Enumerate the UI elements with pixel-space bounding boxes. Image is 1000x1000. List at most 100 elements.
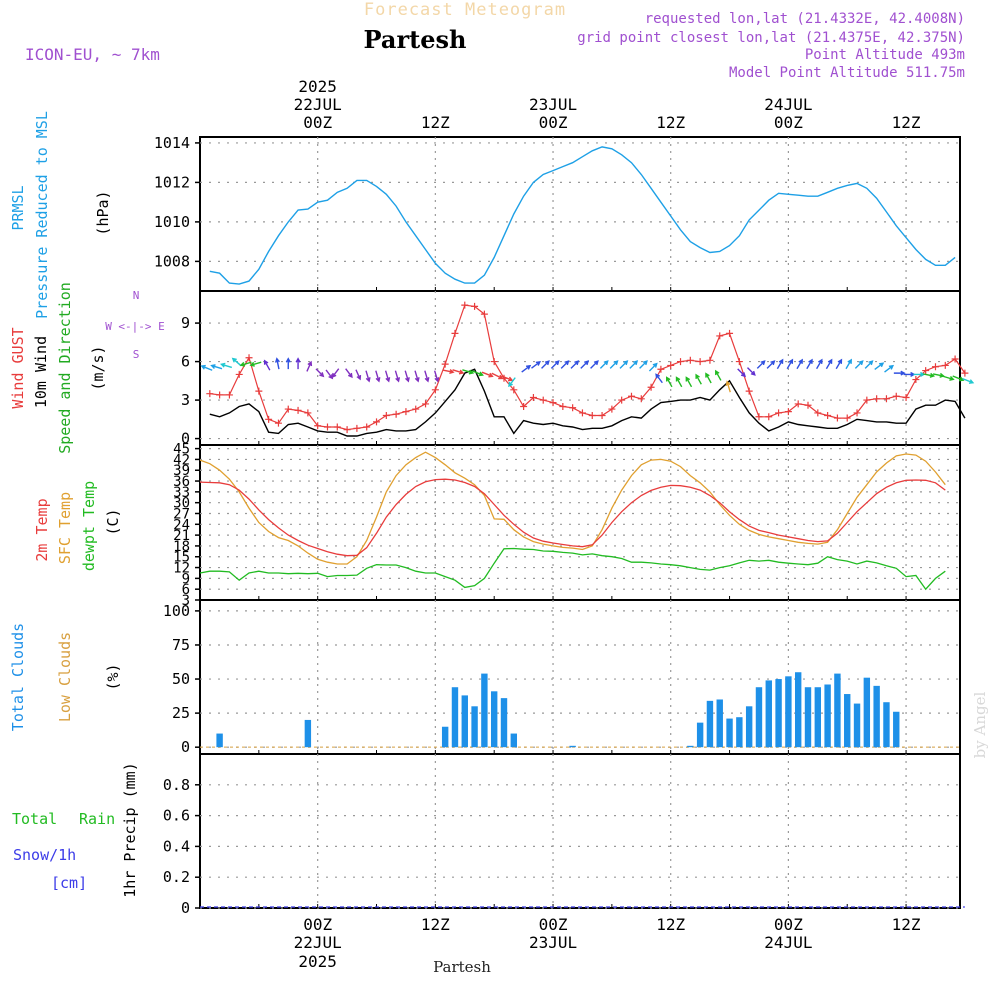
gust-marker (873, 395, 881, 403)
total-cloud-bar (804, 687, 812, 748)
clouds-ytick-label: 75 (172, 636, 190, 654)
clouds-ytick-label: 0 (181, 738, 190, 756)
gust-marker (471, 302, 479, 310)
gust-marker (480, 310, 488, 318)
gust-marker (373, 418, 381, 426)
wind-direction-arrow (737, 368, 746, 378)
gust-marker (716, 332, 724, 340)
bottom-hour-label: 12Z (892, 915, 921, 934)
gust-marker (951, 355, 959, 363)
top-day-label: 22JUL (294, 95, 342, 114)
wind-direction-arrow (874, 362, 885, 370)
temp-ytick-label: 18 (173, 539, 190, 555)
total-cloud-bar (873, 685, 880, 748)
precip-ytick-label: 0.6 (163, 807, 190, 825)
total-cloud-bar (716, 699, 723, 748)
gust-marker (490, 358, 498, 366)
speed-direction-label: Speed and Direction (56, 282, 74, 454)
wind-direction-arrow (442, 369, 455, 375)
total-cloud-bar (814, 687, 822, 748)
pressure-frame (199, 136, 961, 292)
gust-marker (510, 386, 518, 394)
wind-direction-arrow (331, 368, 340, 379)
total-cloud-bar (490, 691, 498, 748)
gust-marker (745, 387, 753, 395)
gust-marker (667, 361, 675, 369)
gust-marker (833, 414, 841, 422)
temp-ytick-label: 33 (173, 485, 190, 501)
top-hour-label: 12Z (421, 113, 450, 132)
pressure-ytick-label: 1012 (154, 173, 190, 191)
wind-direction-arrow (239, 361, 252, 367)
gust-marker (422, 400, 430, 408)
wind-direction-arrow (541, 360, 550, 369)
wind-direction-arrow (414, 370, 420, 383)
requested-coords: requested lon,lat (21.4332E, 42.4008N) (645, 11, 965, 27)
gust-marker (323, 423, 331, 431)
gust-marker (255, 387, 263, 395)
wind-direction-arrow (210, 364, 223, 370)
gust-marker (353, 424, 361, 432)
wind-direction-arrow (508, 377, 516, 388)
faded-title: Forecast Meteogram (364, 0, 566, 20)
gust-marker (843, 414, 851, 422)
wind-direction-arrow (786, 358, 794, 370)
wind-direction-arrow (776, 358, 784, 370)
total-cloud-bar (883, 702, 890, 748)
wind-direction-arrow (501, 375, 514, 382)
wind-gust-label: Wind GUST (9, 327, 27, 408)
gust-marker (578, 409, 586, 417)
wind-direction-arrow (685, 376, 693, 388)
total-cloud-bar (216, 733, 223, 748)
clouds-ytick-label: 25 (172, 704, 190, 722)
pressure-ytick-label: 1014 (154, 134, 190, 152)
gust-marker (598, 411, 606, 419)
precip-ytick-label: 0.4 (163, 837, 190, 855)
precip-unit: 1hr Precip (mm) (121, 762, 139, 897)
top-year-label: 2025 (298, 77, 337, 96)
wind-direction-arrow (695, 373, 702, 385)
total-cloud-bar (500, 698, 508, 748)
gust-marker (686, 356, 694, 364)
total-cloud-bar (736, 717, 743, 748)
total-cloud-bar (824, 684, 831, 748)
gust-marker (235, 370, 243, 378)
top-hour-label: 00Z (539, 113, 568, 132)
wind-direction-arrow (756, 360, 766, 369)
wind-direction-arrow (550, 360, 560, 369)
wind-direction-arrow (471, 370, 484, 377)
top-hour-label: 00Z (303, 113, 332, 132)
total-cloud-bar (451, 687, 459, 748)
gust-marker (775, 409, 783, 417)
gust-marker (765, 413, 773, 421)
wind-direction-arrow (231, 357, 242, 367)
wind-direction-arrow (705, 372, 712, 384)
top-hour-label: 00Z (774, 113, 803, 132)
gust-marker (569, 404, 577, 412)
wind-labels: Wind GUST 10m Wind Speed and Direction (… (9, 282, 165, 454)
10m-wind-label: 10m Wind (32, 336, 50, 408)
precip-labels: Total Rain Snow/1h [cm] 1hr Precip (mm) (12, 762, 139, 897)
wind-direction-arrow (452, 369, 465, 375)
wind-direction-arrow (796, 358, 803, 370)
gust-marker (588, 411, 596, 419)
bottom-day-label: 24JUL (764, 933, 812, 952)
compass-south: S (133, 348, 140, 361)
wind-direction-arrow (639, 360, 648, 369)
top-hour-label: 12Z (656, 113, 685, 132)
wind-gust-line (209, 304, 966, 431)
station-title: Partesh (364, 25, 467, 54)
gust-marker (265, 415, 273, 423)
axes-layer: 1008101010121014036936912151821242730333… (154, 77, 961, 971)
wind-direction-arrow (306, 360, 313, 372)
gust-marker (657, 365, 665, 373)
gust-marker (677, 358, 685, 366)
wind-direction-arrow (394, 370, 401, 383)
gust-marker (696, 358, 704, 366)
wind-direction-arrow (560, 360, 570, 369)
gust-marker (931, 363, 939, 371)
temp-ytick-label: 30 (173, 496, 190, 512)
gust-marker (912, 376, 920, 384)
wind-direction-arrow (655, 373, 663, 384)
gust-marker (706, 356, 714, 364)
